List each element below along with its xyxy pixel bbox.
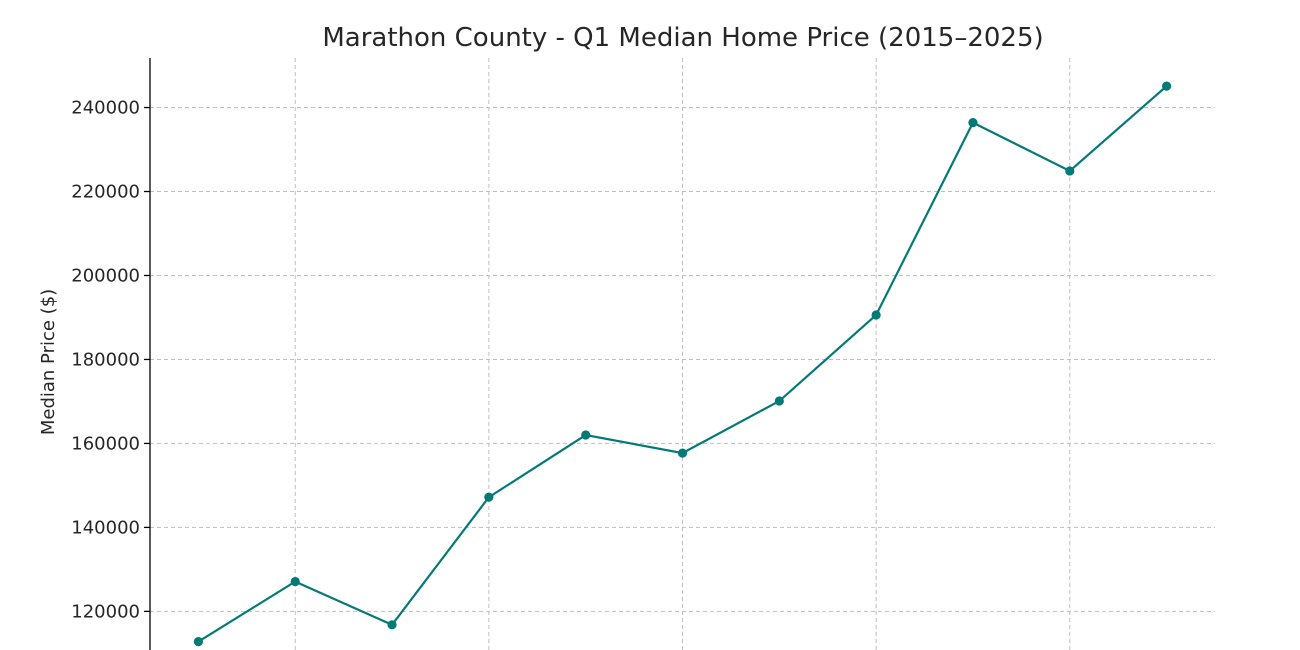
chart-title: Marathon County - Q1 Median Home Price (… xyxy=(322,23,1043,53)
y-axis-label: Median Price ($) xyxy=(38,289,59,435)
data-series xyxy=(193,81,1172,647)
data-point xyxy=(968,118,978,128)
data-point xyxy=(871,310,881,320)
data-point xyxy=(387,620,397,630)
data-point xyxy=(1065,166,1075,176)
y-tick-label: 220000 xyxy=(71,182,140,203)
y-tick-label: 140000 xyxy=(71,517,140,538)
y-tick-label: 200000 xyxy=(71,265,140,286)
y-tick-label: 120000 xyxy=(71,601,140,622)
y-tick-label: 240000 xyxy=(71,98,140,119)
data-point xyxy=(1161,81,1172,91)
y-tick-label: 160000 xyxy=(71,433,140,454)
y-tick-label: 180000 xyxy=(71,349,140,370)
axes xyxy=(144,58,151,650)
data-point xyxy=(484,492,494,502)
grid-lines xyxy=(150,58,1215,650)
data-point xyxy=(290,576,300,587)
data-point xyxy=(581,430,591,440)
data-point xyxy=(677,448,688,458)
data-point xyxy=(774,396,784,406)
data-point xyxy=(193,637,204,647)
y-tick-labels: 120000 140000 160000 180000 200000 220000 2400… xyxy=(71,98,140,623)
